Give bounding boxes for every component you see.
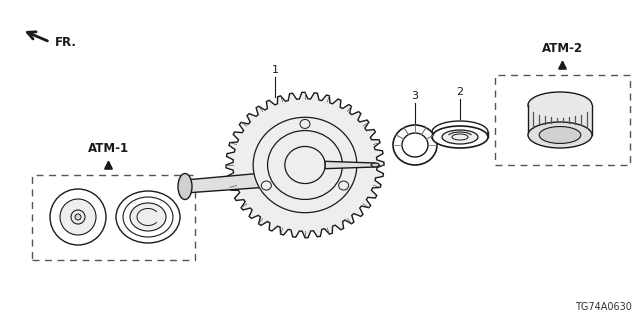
Ellipse shape bbox=[261, 181, 271, 190]
Ellipse shape bbox=[442, 130, 478, 144]
Ellipse shape bbox=[285, 147, 325, 184]
Ellipse shape bbox=[432, 126, 488, 148]
Polygon shape bbox=[185, 170, 297, 193]
Ellipse shape bbox=[50, 189, 106, 245]
Ellipse shape bbox=[178, 173, 192, 199]
Ellipse shape bbox=[60, 199, 96, 235]
Ellipse shape bbox=[75, 214, 81, 220]
Text: 3: 3 bbox=[412, 91, 419, 101]
Text: ATM-2: ATM-2 bbox=[542, 42, 583, 55]
Ellipse shape bbox=[452, 134, 468, 140]
Ellipse shape bbox=[253, 117, 357, 213]
Polygon shape bbox=[226, 92, 384, 238]
Ellipse shape bbox=[432, 121, 488, 143]
Text: TG74A0630: TG74A0630 bbox=[575, 302, 632, 312]
Ellipse shape bbox=[71, 210, 85, 224]
Ellipse shape bbox=[116, 191, 180, 243]
Ellipse shape bbox=[393, 125, 437, 165]
Text: 1: 1 bbox=[271, 65, 278, 75]
Polygon shape bbox=[528, 105, 592, 135]
Bar bbox=[32, 175, 195, 260]
Text: 2: 2 bbox=[456, 87, 463, 97]
Ellipse shape bbox=[339, 181, 349, 190]
Ellipse shape bbox=[268, 131, 342, 199]
Bar bbox=[495, 75, 630, 165]
Text: ATM-1: ATM-1 bbox=[88, 142, 129, 155]
Ellipse shape bbox=[130, 203, 166, 231]
Ellipse shape bbox=[540, 126, 581, 143]
Ellipse shape bbox=[528, 122, 592, 148]
Polygon shape bbox=[325, 161, 375, 169]
Ellipse shape bbox=[528, 92, 592, 118]
Ellipse shape bbox=[402, 133, 428, 157]
Ellipse shape bbox=[300, 119, 310, 128]
Text: FR.: FR. bbox=[55, 36, 77, 50]
Ellipse shape bbox=[371, 163, 379, 167]
Ellipse shape bbox=[123, 197, 173, 237]
